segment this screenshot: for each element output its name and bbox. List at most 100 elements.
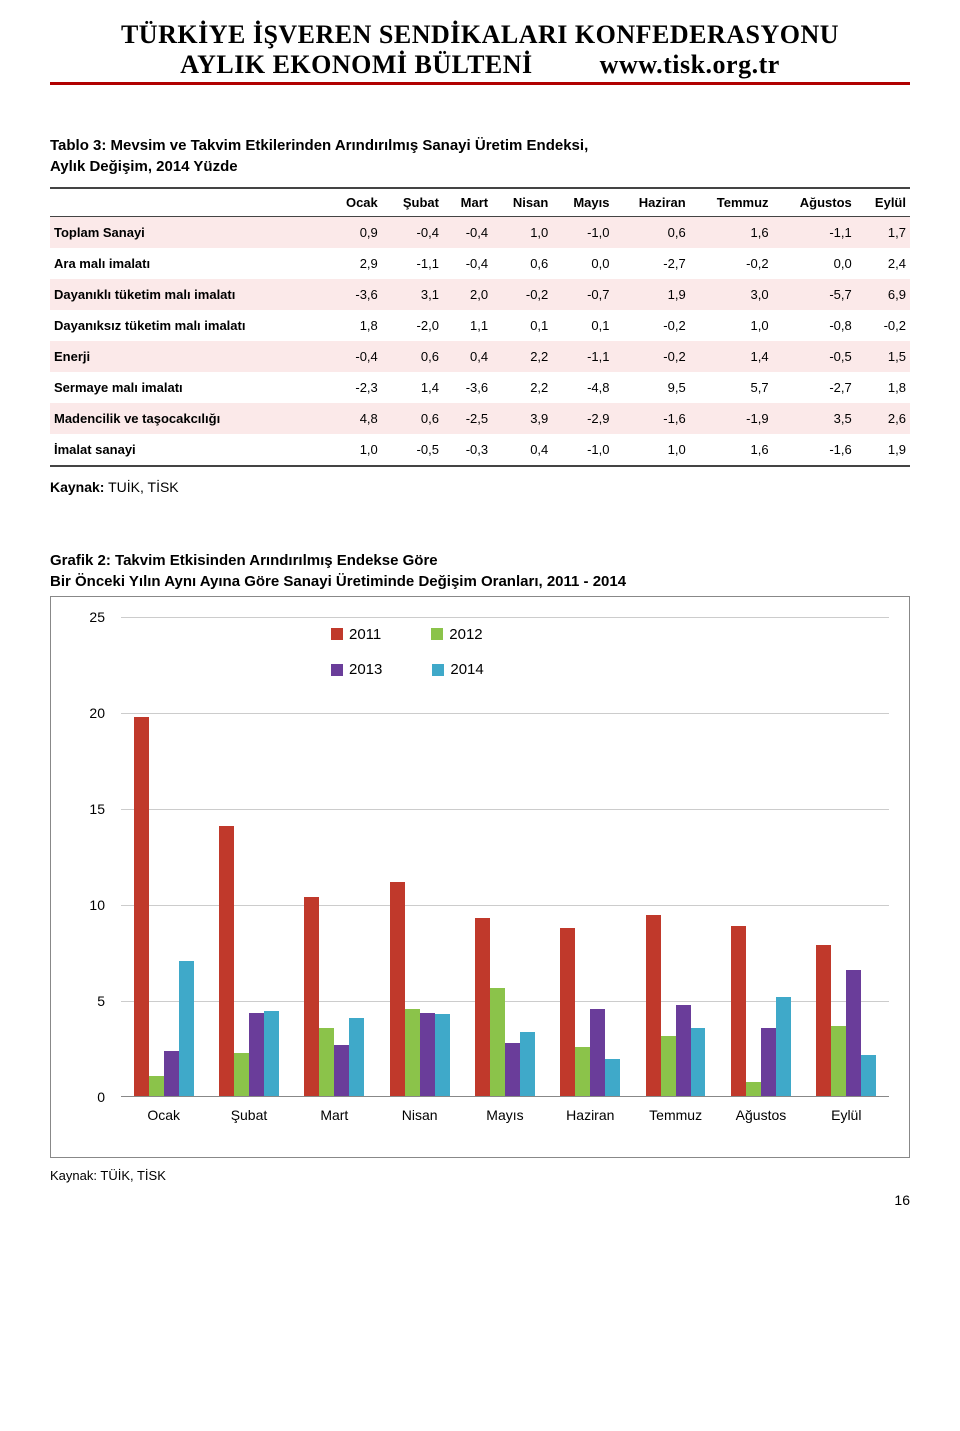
chart-source-label: Kaynak: xyxy=(50,1168,97,1183)
cell: 1,9 xyxy=(613,279,689,310)
cell: 0,4 xyxy=(443,341,492,372)
col-header: Mart xyxy=(443,188,492,217)
bar xyxy=(505,1043,520,1097)
cell: -2,9 xyxy=(552,403,613,434)
col-header: Temmuz xyxy=(690,188,773,217)
cell: 2,0 xyxy=(443,279,492,310)
cell: -1,6 xyxy=(773,434,856,466)
cell: -1,6 xyxy=(613,403,689,434)
cell: -5,7 xyxy=(773,279,856,310)
bar xyxy=(264,1011,279,1097)
x-tick: Eylül xyxy=(804,1107,889,1137)
cell: 4,8 xyxy=(327,403,382,434)
x-tick: Temmuz xyxy=(633,1107,718,1137)
col-header: Haziran xyxy=(613,188,689,217)
bar-group xyxy=(804,617,889,1097)
cell: 0,1 xyxy=(492,310,552,341)
cell: 3,1 xyxy=(382,279,443,310)
row-label: Sermaye malı imalatı xyxy=(50,372,327,403)
cell: -4,8 xyxy=(552,372,613,403)
cell: 0,6 xyxy=(492,248,552,279)
bar xyxy=(405,1009,420,1097)
table-row: Ara malı imalatı2,9-1,1-0,40,60,0-2,7-0,… xyxy=(50,248,910,279)
bar xyxy=(560,928,575,1097)
cell: 1,8 xyxy=(327,310,382,341)
bar xyxy=(435,1014,450,1097)
x-axis: OcakŞubatMartNisanMayısHaziranTemmuzAğus… xyxy=(121,1107,889,1137)
bar xyxy=(816,945,831,1097)
cell: 1,0 xyxy=(492,217,552,249)
bar xyxy=(575,1047,590,1097)
cell: 1,5 xyxy=(856,341,910,372)
row-label: Dayanıksız tüketim malı imalatı xyxy=(50,310,327,341)
cell: 1,0 xyxy=(690,310,773,341)
cell: -0,2 xyxy=(613,341,689,372)
header-left: AYLIK EKONOMİ BÜLTENİ xyxy=(180,50,532,79)
cell: -3,6 xyxy=(327,279,382,310)
cell: 1,7 xyxy=(856,217,910,249)
bar xyxy=(490,988,505,1097)
legend-label: 2014 xyxy=(450,661,483,678)
cell: -1,9 xyxy=(690,403,773,434)
cell: 0,0 xyxy=(552,248,613,279)
cell: -1,0 xyxy=(552,217,613,249)
x-tick: Mart xyxy=(292,1107,377,1137)
legend: 2011201220132014 xyxy=(331,625,534,696)
bar xyxy=(731,926,746,1097)
cell: -0,2 xyxy=(690,248,773,279)
cell: -0,2 xyxy=(613,310,689,341)
chart-source-value: TÜİK, TİSK xyxy=(100,1168,166,1183)
table-source: Kaynak: TUİK, TİSK xyxy=(50,479,910,495)
row-label: İmalat sanayi xyxy=(50,434,327,466)
chart-caption: Grafik 2: Takvim Etkisinden Arındırılmış… xyxy=(50,550,910,592)
cell: -2,7 xyxy=(773,372,856,403)
col-header: Ocak xyxy=(327,188,382,217)
cell: 3,5 xyxy=(773,403,856,434)
bar xyxy=(676,1005,691,1097)
table-row: İmalat sanayi1,0-0,5-0,30,4-1,01,01,6-1,… xyxy=(50,434,910,466)
table-row: Sermaye malı imalatı-2,31,4-3,62,2-4,89,… xyxy=(50,372,910,403)
cell: -1,1 xyxy=(773,217,856,249)
cell: -0,4 xyxy=(443,217,492,249)
bar xyxy=(646,915,661,1097)
bar-group xyxy=(633,617,718,1097)
cell: 1,1 xyxy=(443,310,492,341)
cell: -0,2 xyxy=(492,279,552,310)
cell: -2,7 xyxy=(613,248,689,279)
bar xyxy=(605,1059,620,1097)
y-tick: 10 xyxy=(89,897,105,913)
bar xyxy=(661,1036,676,1097)
bar xyxy=(590,1009,605,1097)
header-line-1: TÜRKİYE İŞVEREN SENDİKALARI KONFEDERASYO… xyxy=(50,20,910,50)
cell: -0,8 xyxy=(773,310,856,341)
bar xyxy=(234,1053,249,1097)
table-row: Dayanıksız tüketim malı imalatı1,8-2,01,… xyxy=(50,310,910,341)
row-label: Madencilik ve taşocakcılığı xyxy=(50,403,327,434)
header-url: www.tisk.org.tr xyxy=(600,50,780,80)
cell: -0,4 xyxy=(382,217,443,249)
table-row: Dayanıklı tüketim malı imalatı-3,63,12,0… xyxy=(50,279,910,310)
source-value: TUİK, TİSK xyxy=(108,479,179,495)
cell: -1,0 xyxy=(552,434,613,466)
cell: 1,4 xyxy=(690,341,773,372)
bar xyxy=(164,1051,179,1097)
cell: 2,4 xyxy=(856,248,910,279)
cell: 1,6 xyxy=(690,434,773,466)
bar-group xyxy=(548,617,633,1097)
bar xyxy=(846,970,861,1097)
x-tick: Mayıs xyxy=(462,1107,547,1137)
bar xyxy=(304,897,319,1097)
bar xyxy=(219,826,234,1097)
cell: 1,0 xyxy=(327,434,382,466)
legend-swatch xyxy=(331,628,343,640)
x-tick: Ocak xyxy=(121,1107,206,1137)
legend-label: 2011 xyxy=(349,626,381,643)
chart-caption-l1: Grafik 2: Takvim Etkisinden Arındırılmış… xyxy=(50,552,438,569)
bar-chart: 0510152025 2011201220132014 OcakŞubatMar… xyxy=(50,596,910,1158)
page: TÜRKİYE İŞVEREN SENDİKALARI KONFEDERASYO… xyxy=(0,0,960,1223)
cell: 5,7 xyxy=(690,372,773,403)
row-label: Enerji xyxy=(50,341,327,372)
cell: 9,5 xyxy=(613,372,689,403)
x-tick: Şubat xyxy=(206,1107,291,1137)
cell: 1,9 xyxy=(856,434,910,466)
